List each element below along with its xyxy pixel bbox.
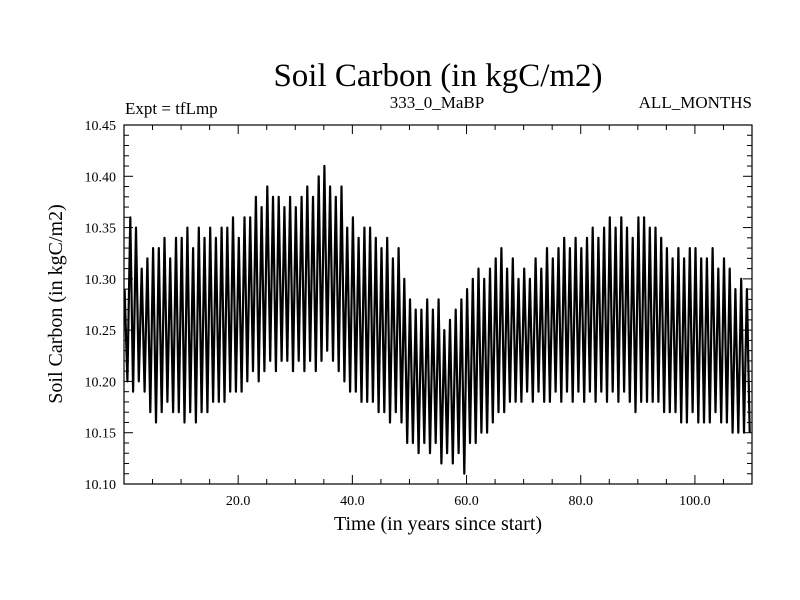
y-tick-label: 10.30 xyxy=(85,273,117,288)
x-tick-label: 20.0 xyxy=(226,494,251,509)
plot-frame xyxy=(123,124,753,485)
experiment-label: Expt = tfLmp xyxy=(125,99,218,118)
x-tick-label: 40.0 xyxy=(340,494,365,509)
series-line-0 xyxy=(123,164,751,475)
y-axis-label: Soil Carbon (in kgC/m2) xyxy=(45,204,67,403)
y-tick-label: 10.40 xyxy=(85,170,117,185)
y-tick-label: 10.35 xyxy=(85,222,117,237)
x-tick-label: 80.0 xyxy=(568,494,593,509)
chart-title: Soil Carbon (in kgC/m2) xyxy=(273,58,602,94)
data-series xyxy=(123,164,751,475)
period-label: 333_0_MaBP xyxy=(390,93,484,112)
x-axis-label: Time (in years since start) xyxy=(334,513,542,535)
y-tick-label: 10.15 xyxy=(85,427,117,442)
tick-labels: 20.0 40.0 60.0 80.0 100.0 10.10 10.15 10.20 10.2… xyxy=(85,119,711,509)
y-tick-label: 10.10 xyxy=(85,478,117,493)
x-tick-label: 100.0 xyxy=(679,494,711,509)
axis-ticks xyxy=(124,125,752,484)
y-tick-label: 10.45 xyxy=(85,119,117,134)
y-tick-label: 10.20 xyxy=(85,375,117,390)
y-tick-label: 10.25 xyxy=(85,324,117,339)
months-label: ALL_MONTHS xyxy=(639,93,752,112)
x-tick-label: 60.0 xyxy=(454,494,479,509)
